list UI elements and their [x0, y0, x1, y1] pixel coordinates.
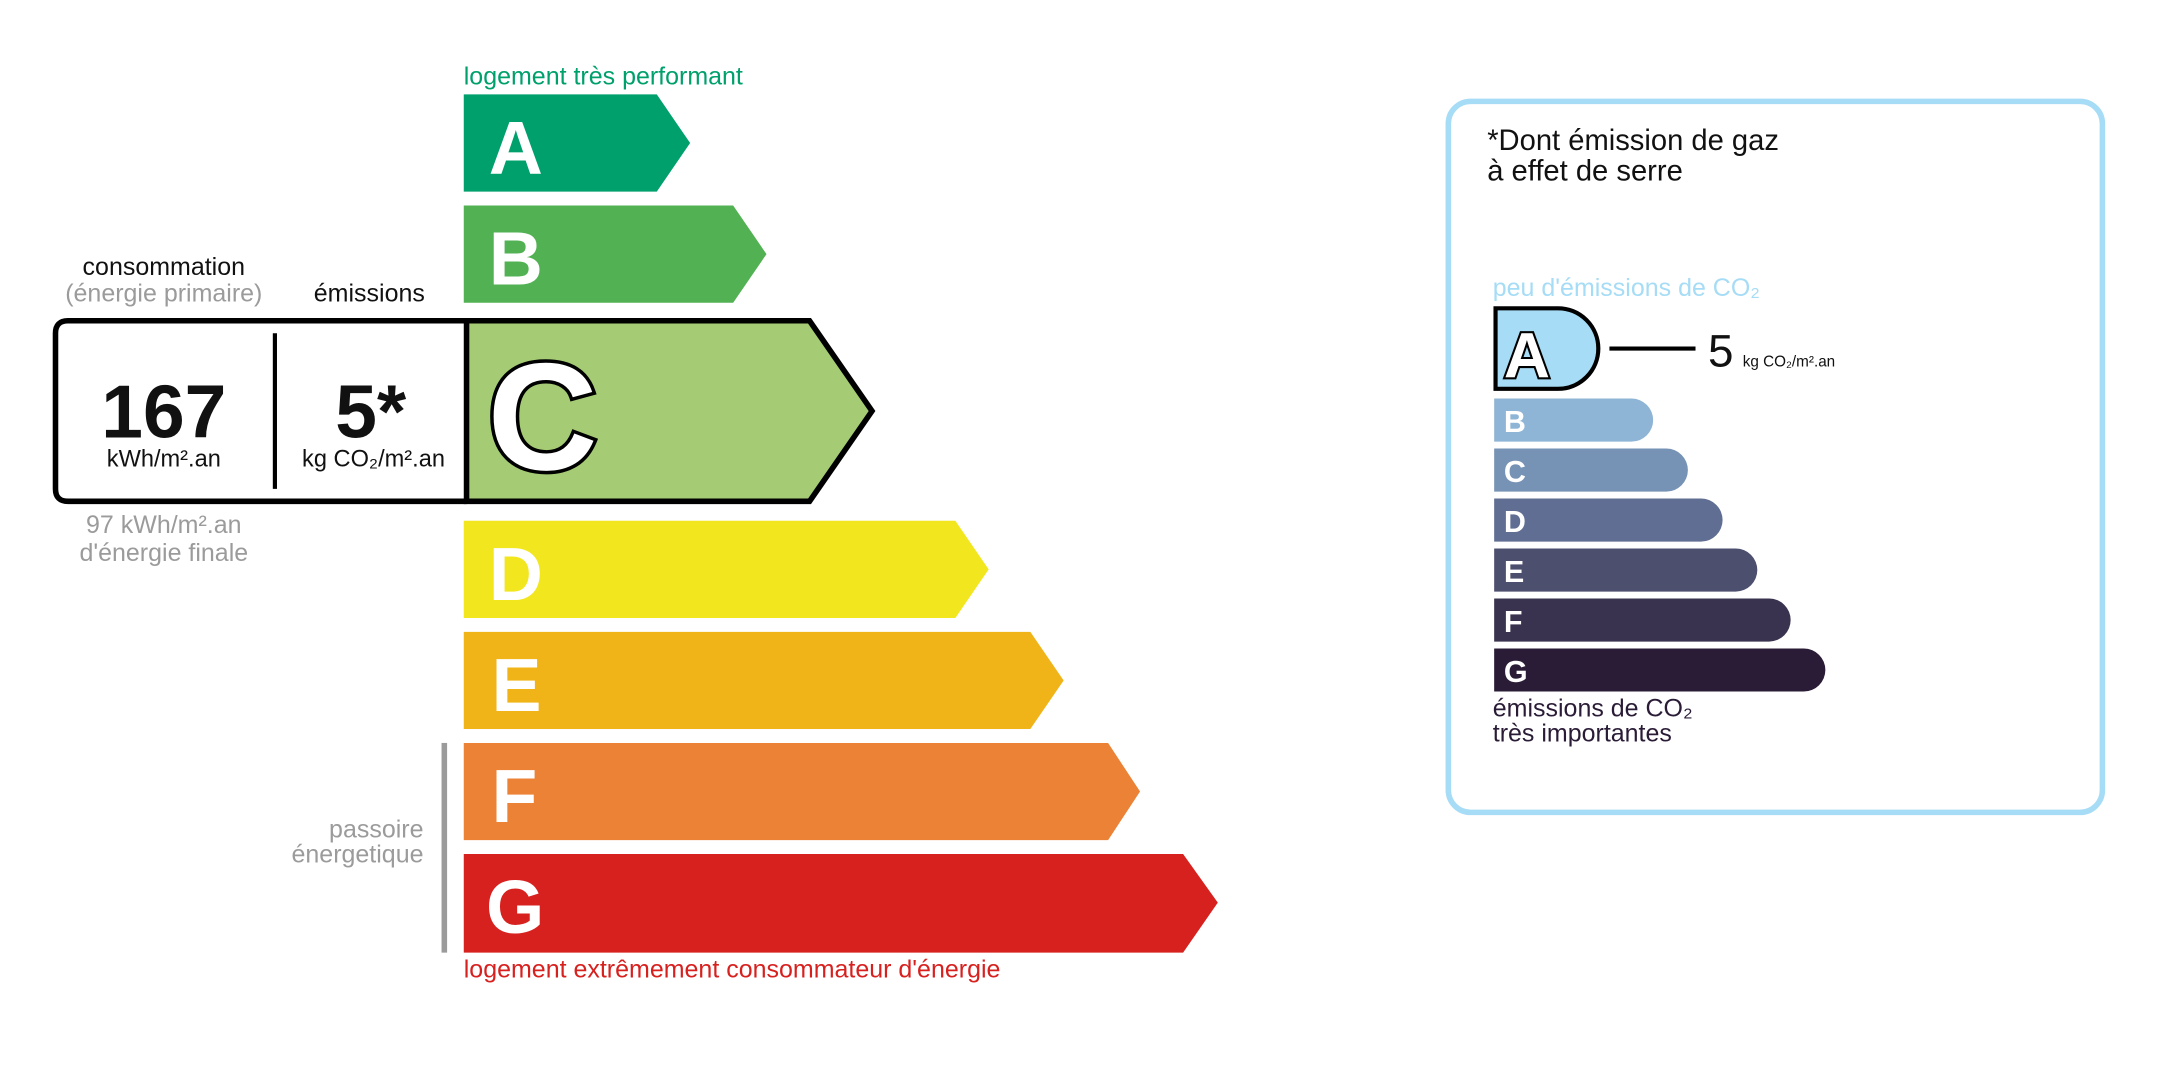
- class-c-letter: C: [487, 332, 597, 502]
- ges-class-b-bar: [1494, 398, 1654, 442]
- ges-class-a-current: A: [1493, 306, 1601, 394]
- energy-class-c-current: C: [463, 318, 876, 506]
- final-energy-label: d'énergie finale: [79, 539, 248, 567]
- bottom-label: logement extrêmement consommateur d'éner…: [464, 956, 1001, 984]
- top-label: logement très performant: [464, 63, 743, 91]
- ges-title-2: à effet de serre: [1487, 156, 1683, 188]
- class-e-bar: [463, 631, 1064, 730]
- energy-class-a: A: [463, 94, 691, 192]
- class-f-letter: F: [492, 754, 538, 838]
- passoire-label-2: énergetique: [292, 840, 424, 868]
- passoire-bracket: [441, 742, 448, 953]
- ges-class-g-bar: [1494, 648, 1826, 692]
- ges-bottom-label-2: très importantes: [1493, 720, 1672, 748]
- ges-class-c-bar: [1494, 448, 1688, 492]
- ges-unit: kg CO₂/m².an: [1743, 354, 1835, 371]
- ges-class-f-bar: [1494, 598, 1791, 642]
- ges-class-c: C: [1494, 448, 1688, 492]
- ges-class-e-bar: [1494, 548, 1758, 592]
- ges-class-e: E: [1494, 548, 1758, 592]
- value-box: [52, 318, 467, 505]
- ges-class-f: F: [1494, 598, 1791, 642]
- ges-class-d: D: [1494, 498, 1723, 542]
- emissions-unit: kg CO₂/m².an: [302, 447, 445, 473]
- class-g-bar: [463, 854, 1218, 953]
- consumption-value: 167: [101, 369, 226, 453]
- energy-class-f: F: [463, 742, 1141, 841]
- energy-class-g: G: [463, 854, 1218, 953]
- class-c-bar: [463, 318, 876, 505]
- class-d-letter: D: [489, 532, 543, 616]
- ges-value: 5: [1708, 326, 1733, 377]
- ges-class-e-letter: E: [1504, 555, 1524, 589]
- class-f-bar: [463, 742, 1141, 841]
- ges-class-b: B: [1494, 398, 1654, 442]
- ges-class-a-bar: [1493, 306, 1601, 391]
- ges-class-d-letter: D: [1504, 505, 1526, 539]
- consumption-subheader: (énergie primaire): [65, 279, 262, 307]
- class-e-letter: E: [492, 643, 542, 727]
- ges-class-c-letter: C: [1504, 455, 1526, 489]
- energy-class-e: E: [463, 631, 1064, 730]
- consumption-unit: kWh/m².an: [107, 447, 221, 473]
- ges-class-g: G: [1494, 648, 1826, 692]
- ges-top-label: peu d'émissions de CO₂: [1493, 274, 1760, 302]
- ges-class-d-bar: [1494, 498, 1723, 542]
- emissions-value: 5*: [335, 369, 407, 453]
- consumption-header: consommation: [83, 253, 245, 281]
- ges-title-1: *Dont émission de gaz: [1487, 125, 1779, 157]
- ges-class-f-letter: F: [1504, 605, 1523, 639]
- class-b-letter: B: [489, 217, 543, 301]
- class-a-bar: [463, 94, 691, 192]
- energy-class-d: D: [463, 520, 989, 618]
- class-b-bar: [463, 205, 767, 303]
- passoire-label-1: passoire: [329, 815, 423, 843]
- ges-class-b-letter: B: [1504, 405, 1526, 439]
- class-g-letter: G: [486, 865, 544, 949]
- emissions-header: émissions: [314, 279, 425, 307]
- ges-class-a-letter: A: [1504, 320, 1550, 392]
- final-energy-value: 97 kWh/m².an: [86, 511, 242, 539]
- ges-bottom-label-1: émissions de CO₂: [1493, 695, 1693, 723]
- class-a-letter: A: [489, 106, 543, 190]
- ges-class-g-letter: G: [1504, 655, 1528, 689]
- class-d-bar: [463, 520, 989, 618]
- energy-class-b: B: [463, 205, 767, 303]
